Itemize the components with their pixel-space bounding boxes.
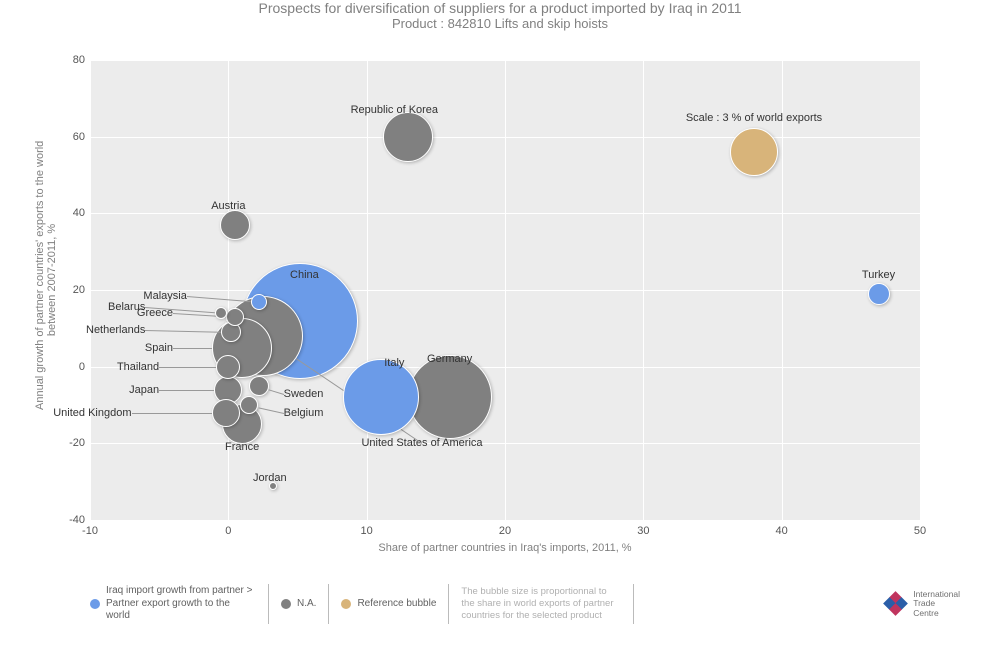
gridline: [90, 290, 920, 291]
gridline: [90, 60, 920, 61]
bubble-label: China: [290, 269, 319, 281]
bubble-italy[interactable]: [343, 359, 419, 435]
legend-separator: [633, 584, 634, 624]
scale-label: Scale : 3 % of world exports: [686, 112, 822, 124]
legend-separator: [328, 584, 329, 624]
x-tick: 10: [361, 525, 373, 537]
bubble-label: Thailand: [117, 361, 159, 373]
gridline: [90, 443, 920, 444]
leader-line: [145, 330, 221, 333]
bubble-label: Austria: [211, 200, 245, 212]
legend-label: Reference bubble: [357, 598, 436, 611]
y-tick: -20: [55, 437, 85, 449]
x-tick: 40: [776, 525, 788, 537]
legend-dot-icon: [281, 599, 291, 609]
x-tick: -10: [82, 525, 98, 537]
y-tick: 20: [55, 284, 85, 296]
x-tick: 50: [914, 525, 926, 537]
x-tick: 30: [637, 525, 649, 537]
y-tick: -40: [55, 514, 85, 526]
leader-line: [268, 389, 284, 395]
itc-logo-icon: [885, 593, 907, 615]
bubble-label: Japan: [129, 384, 159, 396]
legend-separator: [448, 584, 449, 624]
bubble-label: Belarus: [108, 301, 145, 313]
legend-item-ref: Reference bubble: [341, 598, 436, 611]
legend-separator: [268, 584, 269, 624]
bubble-thailand[interactable]: [216, 355, 240, 379]
bubble-republic-of-korea[interactable]: [383, 112, 433, 162]
bubble-label: Netherlands: [86, 324, 145, 336]
bubble-label: Republic of Korea: [351, 104, 438, 116]
bubble-label: Malaysia: [143, 290, 186, 302]
plot-background: ChinaGermanyUnited States of AmericaItal…: [90, 60, 920, 520]
y-tick: 80: [55, 54, 85, 66]
chart-subtitle: Product : 842810 Lifts and skip hoists: [0, 16, 1000, 31]
bubble-label: Belgium: [284, 407, 324, 419]
bubble-label: Spain: [145, 342, 173, 354]
bubble-turkey[interactable]: [868, 283, 890, 305]
gridline: [920, 60, 921, 520]
bubble-belgium[interactable]: [240, 396, 258, 414]
legend-label: Iraq import growth from partner > Partne…: [106, 585, 256, 623]
leader-line: [159, 367, 216, 368]
legend-dot-icon: [90, 599, 100, 609]
y-tick: 40: [55, 207, 85, 219]
bubble-united-kingdom[interactable]: [212, 399, 240, 427]
bubble-label: Italy: [384, 357, 404, 369]
legend-item-grey: N.A.: [281, 598, 316, 611]
gridline: [90, 520, 920, 521]
gridline: [90, 137, 920, 138]
legend-item-blue: Iraq import growth from partner > Partne…: [90, 585, 256, 623]
bubble-label: Turkey: [862, 269, 895, 281]
bubble-germany[interactable]: [408, 355, 492, 439]
legend: Iraq import growth from partner > Partne…: [90, 574, 960, 634]
leader-line: [258, 407, 284, 414]
bubble-label: Sweden: [284, 388, 324, 400]
leader-line: [132, 413, 212, 414]
y-tick: 60: [55, 131, 85, 143]
chart-title: Prospects for diversification of supplie…: [0, 0, 1000, 16]
legend-dot-icon: [341, 599, 351, 609]
x-axis-label: Share of partner countries in Iraq's imp…: [378, 542, 631, 554]
leader-line: [173, 348, 212, 349]
bubble-greece[interactable]: [226, 308, 244, 326]
leader-line: [159, 390, 214, 391]
bubble-label: Jordan: [253, 472, 287, 484]
bubble-label: Germany: [427, 353, 472, 365]
bubble-malaysia[interactable]: [251, 294, 267, 310]
itc-logo-text: International Trade Centre: [913, 590, 960, 618]
chart-area: ChinaGermanyUnited States of AmericaItal…: [90, 60, 920, 520]
legend-note: The bubble size is proportionnal to the …: [461, 586, 621, 622]
x-tick: 0: [225, 525, 231, 537]
x-tick: 20: [499, 525, 511, 537]
itc-logo: International Trade Centre: [885, 590, 960, 618]
bubble-sweden[interactable]: [249, 376, 269, 396]
reference-bubble: [730, 128, 778, 176]
bubble-belarus[interactable]: [215, 307, 227, 319]
bubble-label: United Kingdom: [53, 407, 131, 419]
y-tick: 0: [55, 361, 85, 373]
leader-line: [187, 296, 251, 302]
bubble-austria[interactable]: [220, 210, 250, 240]
legend-label: N.A.: [297, 598, 316, 611]
gridline: [90, 213, 920, 214]
